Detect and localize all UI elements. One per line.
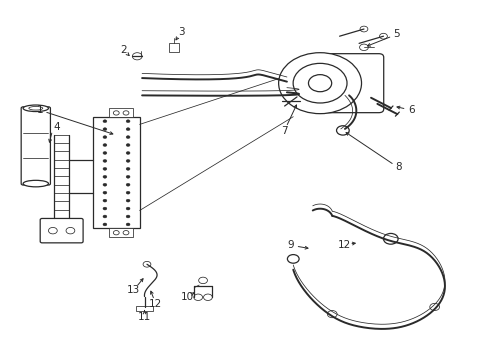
Circle shape (126, 191, 130, 194)
Circle shape (103, 152, 107, 154)
Text: 2: 2 (120, 45, 126, 55)
Circle shape (336, 126, 348, 135)
Circle shape (103, 175, 107, 178)
Text: 1: 1 (36, 105, 43, 115)
Circle shape (103, 199, 107, 202)
Bar (109, 108, 133, 117)
Circle shape (193, 294, 202, 301)
Circle shape (103, 215, 107, 218)
Circle shape (113, 230, 119, 235)
Circle shape (103, 128, 107, 131)
Circle shape (103, 159, 107, 162)
Text: 3: 3 (178, 27, 184, 37)
Circle shape (126, 136, 130, 139)
Circle shape (123, 230, 129, 235)
Circle shape (278, 53, 361, 114)
Text: 4: 4 (53, 122, 60, 132)
Text: 9: 9 (287, 240, 294, 250)
Bar (93, 117, 140, 228)
Circle shape (126, 183, 130, 186)
Text: 6: 6 (407, 105, 414, 115)
Circle shape (379, 33, 386, 39)
Circle shape (126, 167, 130, 170)
Circle shape (103, 207, 107, 210)
Bar (168, 43, 178, 51)
Circle shape (126, 199, 130, 202)
Circle shape (383, 233, 397, 244)
Circle shape (126, 120, 130, 123)
Circle shape (126, 159, 130, 162)
Ellipse shape (29, 107, 42, 110)
Circle shape (126, 223, 130, 226)
Circle shape (292, 63, 346, 103)
Bar (109, 228, 133, 237)
Ellipse shape (23, 180, 48, 187)
Text: 10: 10 (180, 292, 193, 302)
Circle shape (103, 167, 107, 170)
Circle shape (308, 75, 331, 92)
Circle shape (143, 261, 151, 267)
FancyBboxPatch shape (40, 219, 83, 243)
Circle shape (103, 183, 107, 186)
Text: 5: 5 (392, 30, 399, 39)
Text: 13: 13 (126, 285, 140, 296)
FancyBboxPatch shape (21, 107, 50, 185)
Text: 12: 12 (337, 239, 350, 249)
Circle shape (66, 228, 75, 234)
Text: 12: 12 (149, 299, 162, 309)
Text: 11: 11 (138, 312, 151, 322)
Circle shape (198, 277, 207, 284)
Circle shape (103, 144, 107, 147)
Circle shape (103, 223, 107, 226)
Circle shape (48, 228, 57, 234)
Circle shape (126, 207, 130, 210)
Bar (136, 306, 153, 311)
Circle shape (126, 128, 130, 131)
Circle shape (359, 26, 367, 32)
Ellipse shape (23, 105, 48, 112)
Circle shape (359, 44, 367, 50)
Circle shape (126, 152, 130, 154)
Circle shape (123, 111, 129, 115)
Text: 7: 7 (281, 126, 287, 135)
Circle shape (126, 215, 130, 218)
Circle shape (103, 136, 107, 139)
Circle shape (287, 255, 299, 263)
Circle shape (203, 294, 212, 301)
Text: 8: 8 (394, 162, 401, 172)
Circle shape (113, 111, 119, 115)
Circle shape (103, 191, 107, 194)
Circle shape (103, 120, 107, 123)
Circle shape (126, 144, 130, 147)
Circle shape (126, 175, 130, 178)
Circle shape (132, 53, 142, 60)
